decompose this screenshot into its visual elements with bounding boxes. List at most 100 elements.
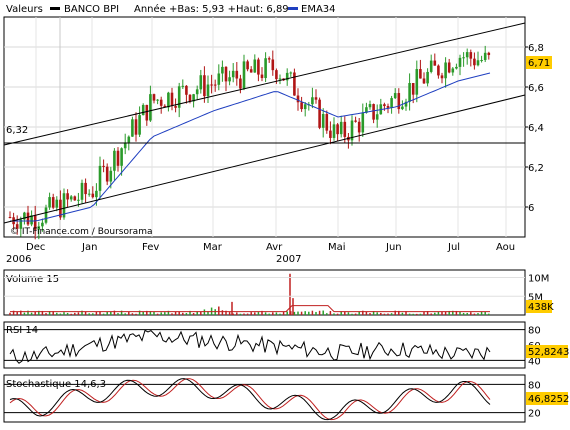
candle-body	[77, 199, 80, 201]
candle-body	[465, 52, 469, 58]
candle-body	[415, 69, 419, 95]
candle-body	[447, 62, 451, 73]
channel-lower-line	[3, 94, 526, 224]
candle-body	[440, 75, 444, 79]
candle-body	[188, 94, 192, 102]
candle-body	[69, 196, 73, 200]
candle-body	[102, 165, 105, 167]
copyright: © IT-Finance.com / Boursorama	[10, 227, 152, 237]
candle-body	[149, 94, 152, 121]
stoch-y-tick: 20	[528, 409, 541, 420]
rsi-y-tick: 40	[528, 356, 541, 367]
candle-body	[332, 124, 336, 138]
x-tick-label: Mar	[203, 242, 223, 253]
rsi-levels	[4, 329, 525, 361]
rsi-plot-frame	[3, 321, 526, 369]
candle-body	[451, 68, 455, 73]
candle-body	[300, 102, 303, 110]
candle-body	[26, 212, 30, 225]
x-tick-label: Aou	[496, 242, 515, 253]
candle-body	[231, 70, 235, 78]
candle-body	[411, 83, 415, 95]
candle-body	[217, 73, 221, 85]
candle-body	[426, 71, 429, 84]
rsi-last-label: 52,8243	[528, 347, 569, 358]
candle-body	[487, 52, 491, 56]
ema-line	[10, 72, 491, 222]
candle-body	[429, 60, 433, 72]
candle-body	[437, 65, 440, 76]
candle-body	[174, 106, 177, 108]
price-y-tick: 6,8	[528, 43, 544, 54]
candle-body	[422, 78, 426, 84]
candle-body	[357, 121, 361, 133]
candle-body	[249, 69, 253, 73]
candle-body	[19, 219, 23, 229]
candle-body	[239, 78, 242, 89]
valeurs-label: Valeurs	[6, 4, 43, 15]
candle-body	[267, 58, 271, 60]
x-tick-label: Dec	[26, 242, 45, 253]
price-panel: 6,32 6 6,2 6,4 6,6 6,8 6,71 © IT-Finance.com…	[3, 16, 552, 240]
candle-body	[289, 72, 293, 74]
candle-body	[336, 124, 339, 135]
volume-last-label: 438K	[528, 302, 554, 313]
candle-body	[116, 150, 120, 166]
candle-body	[383, 104, 386, 107]
candle-body	[408, 83, 411, 102]
volume-y-axis: 10M 5M	[4, 274, 549, 303]
candle-body	[66, 193, 69, 200]
candle-body	[228, 77, 231, 82]
candle-body	[206, 84, 210, 97]
volume-plot-frame	[3, 269, 526, 316]
candle-body	[141, 104, 145, 116]
candle-body	[343, 121, 347, 137]
candle-body	[51, 197, 55, 208]
stock-name: BANCO BPI	[64, 4, 119, 15]
candle-body	[321, 114, 325, 128]
candle-body	[401, 106, 404, 110]
candle-body	[131, 119, 134, 137]
candle-body	[246, 61, 249, 70]
candle-body	[113, 150, 116, 171]
candle-body	[433, 60, 437, 66]
candle-body	[339, 121, 343, 135]
volume-y-tick: 5M	[528, 292, 543, 303]
candle-body	[221, 66, 224, 74]
candle-body	[483, 52, 487, 61]
candle-body	[311, 97, 314, 105]
candle-body	[462, 57, 465, 59]
candle-body	[386, 106, 390, 108]
ema-label: EMA34	[301, 4, 336, 15]
stoch-plot-frame	[3, 374, 526, 423]
last-price-badge	[526, 56, 552, 69]
candle-body	[303, 104, 307, 110]
rsi-badge	[526, 345, 568, 358]
candle-body	[458, 57, 462, 67]
price-y-tick: 6,2	[528, 163, 544, 174]
candle-body	[123, 142, 127, 149]
candle-body	[393, 93, 397, 99]
candle-body	[260, 74, 264, 79]
candle-body	[469, 52, 473, 59]
x-tick-label: Mai	[328, 242, 346, 253]
candle-body	[235, 70, 239, 79]
rsi-title: RSI 14	[6, 325, 38, 336]
candle-body	[87, 193, 91, 195]
last-price-label: 6,71	[528, 58, 550, 69]
volume-panel: Volume 15 10M 5M 438K	[3, 269, 554, 316]
candle-body	[473, 58, 476, 66]
candle-body	[397, 93, 401, 110]
channel-upper-line	[3, 22, 526, 146]
stoch-k-line	[9, 378, 491, 421]
candle-body	[62, 193, 66, 218]
x-axis: Dec Jan Fev Mar Avr Mai Jun Jul Aou 2006 2007	[6, 242, 515, 265]
candle-body	[33, 215, 37, 230]
candle-body	[59, 199, 62, 218]
candle-body	[120, 148, 123, 166]
candle-body	[480, 60, 483, 62]
rsi-line	[9, 329, 491, 364]
candle-body	[48, 197, 51, 208]
